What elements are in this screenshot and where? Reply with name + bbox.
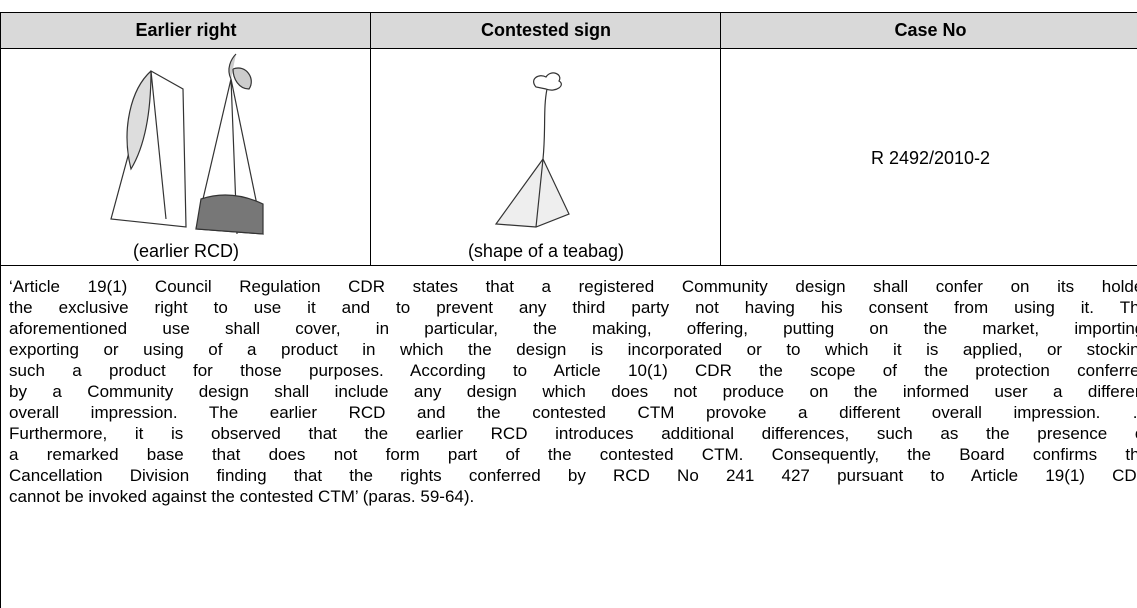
- quote-line: a remarked base that does not form part …: [9, 445, 1137, 464]
- quote-line: Cancellation Division finding that the r…: [9, 466, 1137, 485]
- quote-line: exporting or using of a product in which…: [9, 340, 1137, 359]
- quote-line: Furthermore, it is observed that the ear…: [9, 424, 1137, 443]
- quote-line: the exclusive right to use it and to pre…: [9, 298, 1137, 317]
- caption: (shape of a teabag): [467, 241, 625, 261]
- quote-line: cannot be invoked against the contested …: [9, 487, 475, 506]
- image-cell: (earlier RCD): [0, 48, 371, 266]
- quote-line: by a Community design shall include any …: [9, 382, 1137, 401]
- header-cell: Case No: [720, 12, 1137, 49]
- quote-line: such a product for those purposes. Accor…: [9, 361, 1137, 380]
- caption: (earlier RCD): [132, 241, 239, 261]
- earlier-design-sketch: [110, 53, 264, 235]
- quote-cell: [0, 265, 1137, 608]
- quote-line: overall impression. The earlier RCD and …: [9, 403, 1137, 422]
- quote-line: ‘Article 19(1) Council Regulation CDR st…: [9, 277, 1137, 296]
- image-cell: (shape of a teabag): [370, 48, 721, 266]
- case-number: R 2492/2010-2: [720, 48, 1137, 266]
- quote-line: aforementioned use shall cover, in parti…: [9, 319, 1137, 338]
- contested-sign-sketch: [494, 72, 570, 228]
- header-cell: Contested sign: [370, 12, 721, 49]
- header-cell: Earlier right: [0, 12, 371, 49]
